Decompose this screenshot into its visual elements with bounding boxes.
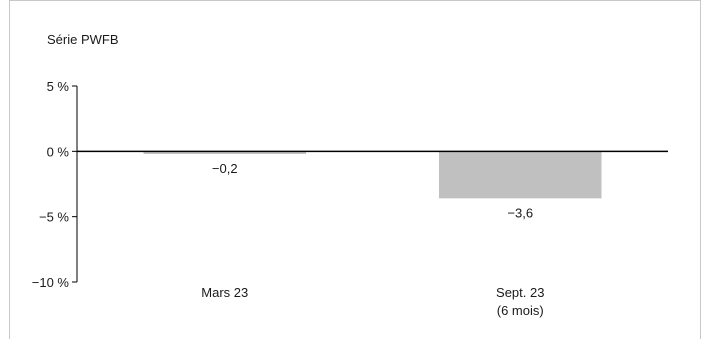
y-tick-label: 5 %	[47, 79, 70, 94]
x-tick-label: Sept. 23	[496, 285, 544, 300]
y-tick-label: −5 %	[39, 210, 69, 225]
bar	[143, 151, 307, 154]
x-tick-label: Mars 23	[201, 285, 248, 300]
data-label: −0,2	[212, 161, 238, 176]
y-axis-ticks: 5 % 0 % −5 % −10 %	[32, 79, 77, 290]
y-tick-label: −10 %	[32, 275, 70, 290]
bar	[438, 151, 602, 199]
y-tick-label: 0 %	[47, 144, 70, 159]
bars: −0,2 −3,6	[143, 151, 602, 220]
chart-title: Série PWFB	[47, 32, 119, 47]
x-axis-labels: Mars 23 Sept. 23 (6 mois)	[201, 285, 544, 318]
x-tick-label: (6 mois)	[497, 303, 544, 318]
data-label: −3,6	[507, 205, 533, 220]
